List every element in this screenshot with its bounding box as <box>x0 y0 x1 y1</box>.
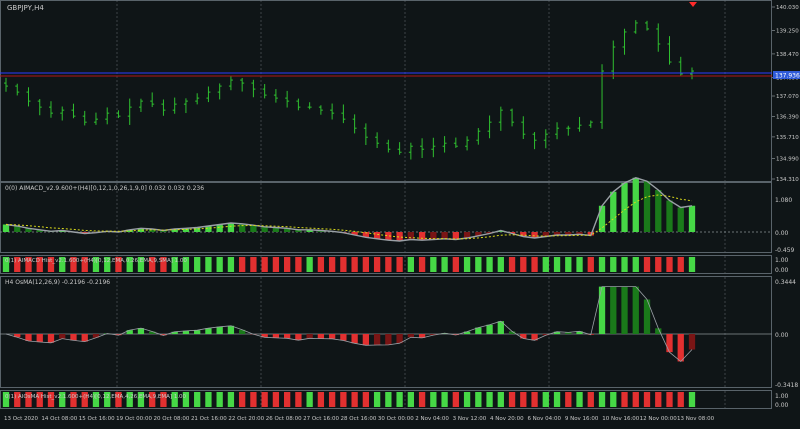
osma-pane: H4 OsMA(12,26,9) -0.2196 -0.2196 0.3444 … <box>0 279 798 389</box>
macd-tick-zero: 0.00 <box>775 230 789 237</box>
osma-hist-pane-border <box>0 390 772 409</box>
time-label: 13 Oct 2020 <box>4 416 39 422</box>
time-label: 15 Oct 16:00 <box>79 416 115 422</box>
aiosma-hist-title: 0(1) AIOsMA Hist_v2.1.600+(H4)[0,12,EMA,… <box>5 394 187 400</box>
osma-tick-top: 0.3444 <box>775 279 796 286</box>
macd-signal-line <box>5 194 693 240</box>
macd-strip-tick-bottom: 0.00 <box>775 267 789 274</box>
time-label: 28 Oct 16:00 <box>341 416 377 422</box>
macd-hist-strip <box>2 257 696 272</box>
time-label: 13 Nov 08:00 <box>677 416 715 422</box>
aimacd-pane: 0(0) AIMACD_v2.9.600+(H4)[0,12,1,0,26,1,… <box>0 177 795 254</box>
time-label: 6 Nov 04:00 <box>527 416 561 422</box>
price-tick-label: 136.390 <box>776 114 799 120</box>
time-label: 3 Nov 12:00 <box>453 416 487 422</box>
time-label: 19 Oct 00:00 <box>116 416 152 422</box>
arrow-marker-icon <box>689 2 697 7</box>
time-label: 21 Oct 16:00 <box>191 416 227 422</box>
time-label: 9 Nov 16:00 <box>565 416 599 422</box>
price-pane: GBPJPY,H4 140.030139.250138.470137.69013… <box>0 2 800 183</box>
time-axis: 13 Oct 2020 14 Oct 08:00 15 Oct 16:00 19 Oc… <box>4 416 715 422</box>
price-tick-label: 135.710 <box>776 135 799 141</box>
aimacd-hist-title: 0(1) AIMACD Hist_v2.1.600+(H4)[0,12,EMA,… <box>5 258 187 264</box>
current-price-label: 137.936 <box>775 73 800 80</box>
osma-outline <box>5 286 693 363</box>
macd-tick-bottom: -0.459 <box>775 247 795 254</box>
time-label: 14 Oct 08:00 <box>41 416 77 422</box>
price-tick-label: 137.070 <box>776 94 799 100</box>
price-tick-label: 139.250 <box>776 28 799 34</box>
time-label: 20 Oct 08:00 <box>154 416 190 422</box>
osma-hist-strip <box>2 392 696 407</box>
time-label: 2 Nov 04:00 <box>415 416 449 422</box>
time-label: 22 Oct 20:00 <box>228 416 264 422</box>
aiosma-hist-pane: 0(1) AIOsMA Hist_v2.1.600+(H4)[0,12,EMA,… <box>2 392 789 409</box>
osma-title: H4 OsMA(12,26,9) -0.2196 -0.2196 <box>5 279 110 286</box>
osma-tick-zero: 0.00 <box>775 332 789 339</box>
osma-tick-bottom: -0.3418 <box>775 382 798 389</box>
current-price-tag <box>773 71 800 79</box>
time-label: 30 Oct 00:00 <box>378 416 414 422</box>
time-label: 27 Oct 16:00 <box>303 416 339 422</box>
time-label: 4 Nov 20:00 <box>490 416 524 422</box>
macd-strip-tick-top: 1.00 <box>775 257 789 264</box>
pane-borders <box>0 0 772 409</box>
macd-pane-border <box>0 182 772 253</box>
symbol-label: GBPJPY,H4 <box>7 4 44 12</box>
price-tick-label: 134.310 <box>776 177 799 183</box>
osma-strip-tick-bottom: 0.00 <box>775 402 789 409</box>
macd-hist-pane-border <box>0 255 772 274</box>
macd-tick-top: 1.080 <box>775 197 792 204</box>
osma-strip-tick-top: 1.00 <box>775 393 789 400</box>
aimacd-hist-pane: 0(1) AIMACD Hist_v2.1.600+(H4)[0,12,EMA,… <box>2 257 789 274</box>
price-tick-label: 140.030 <box>776 5 799 11</box>
aimacd-title: 0(0) AIMACD_v2.9.600+(H4)[0,12,1,0,26,1,… <box>5 185 204 192</box>
time-label: 10 Nov 16:00 <box>602 416 640 422</box>
osma-pane-border <box>0 276 772 388</box>
time-label: 12 Nov 00:00 <box>640 416 678 422</box>
main-pane-border <box>0 0 772 182</box>
price-tick-label: 138.470 <box>776 52 799 58</box>
price-axis: 140.030139.250138.470137.690137.070136.3… <box>772 5 799 183</box>
time-label: 26 Oct 08:00 <box>266 416 302 422</box>
price-tick-label: 134.990 <box>776 157 799 163</box>
macd-line <box>5 177 693 242</box>
